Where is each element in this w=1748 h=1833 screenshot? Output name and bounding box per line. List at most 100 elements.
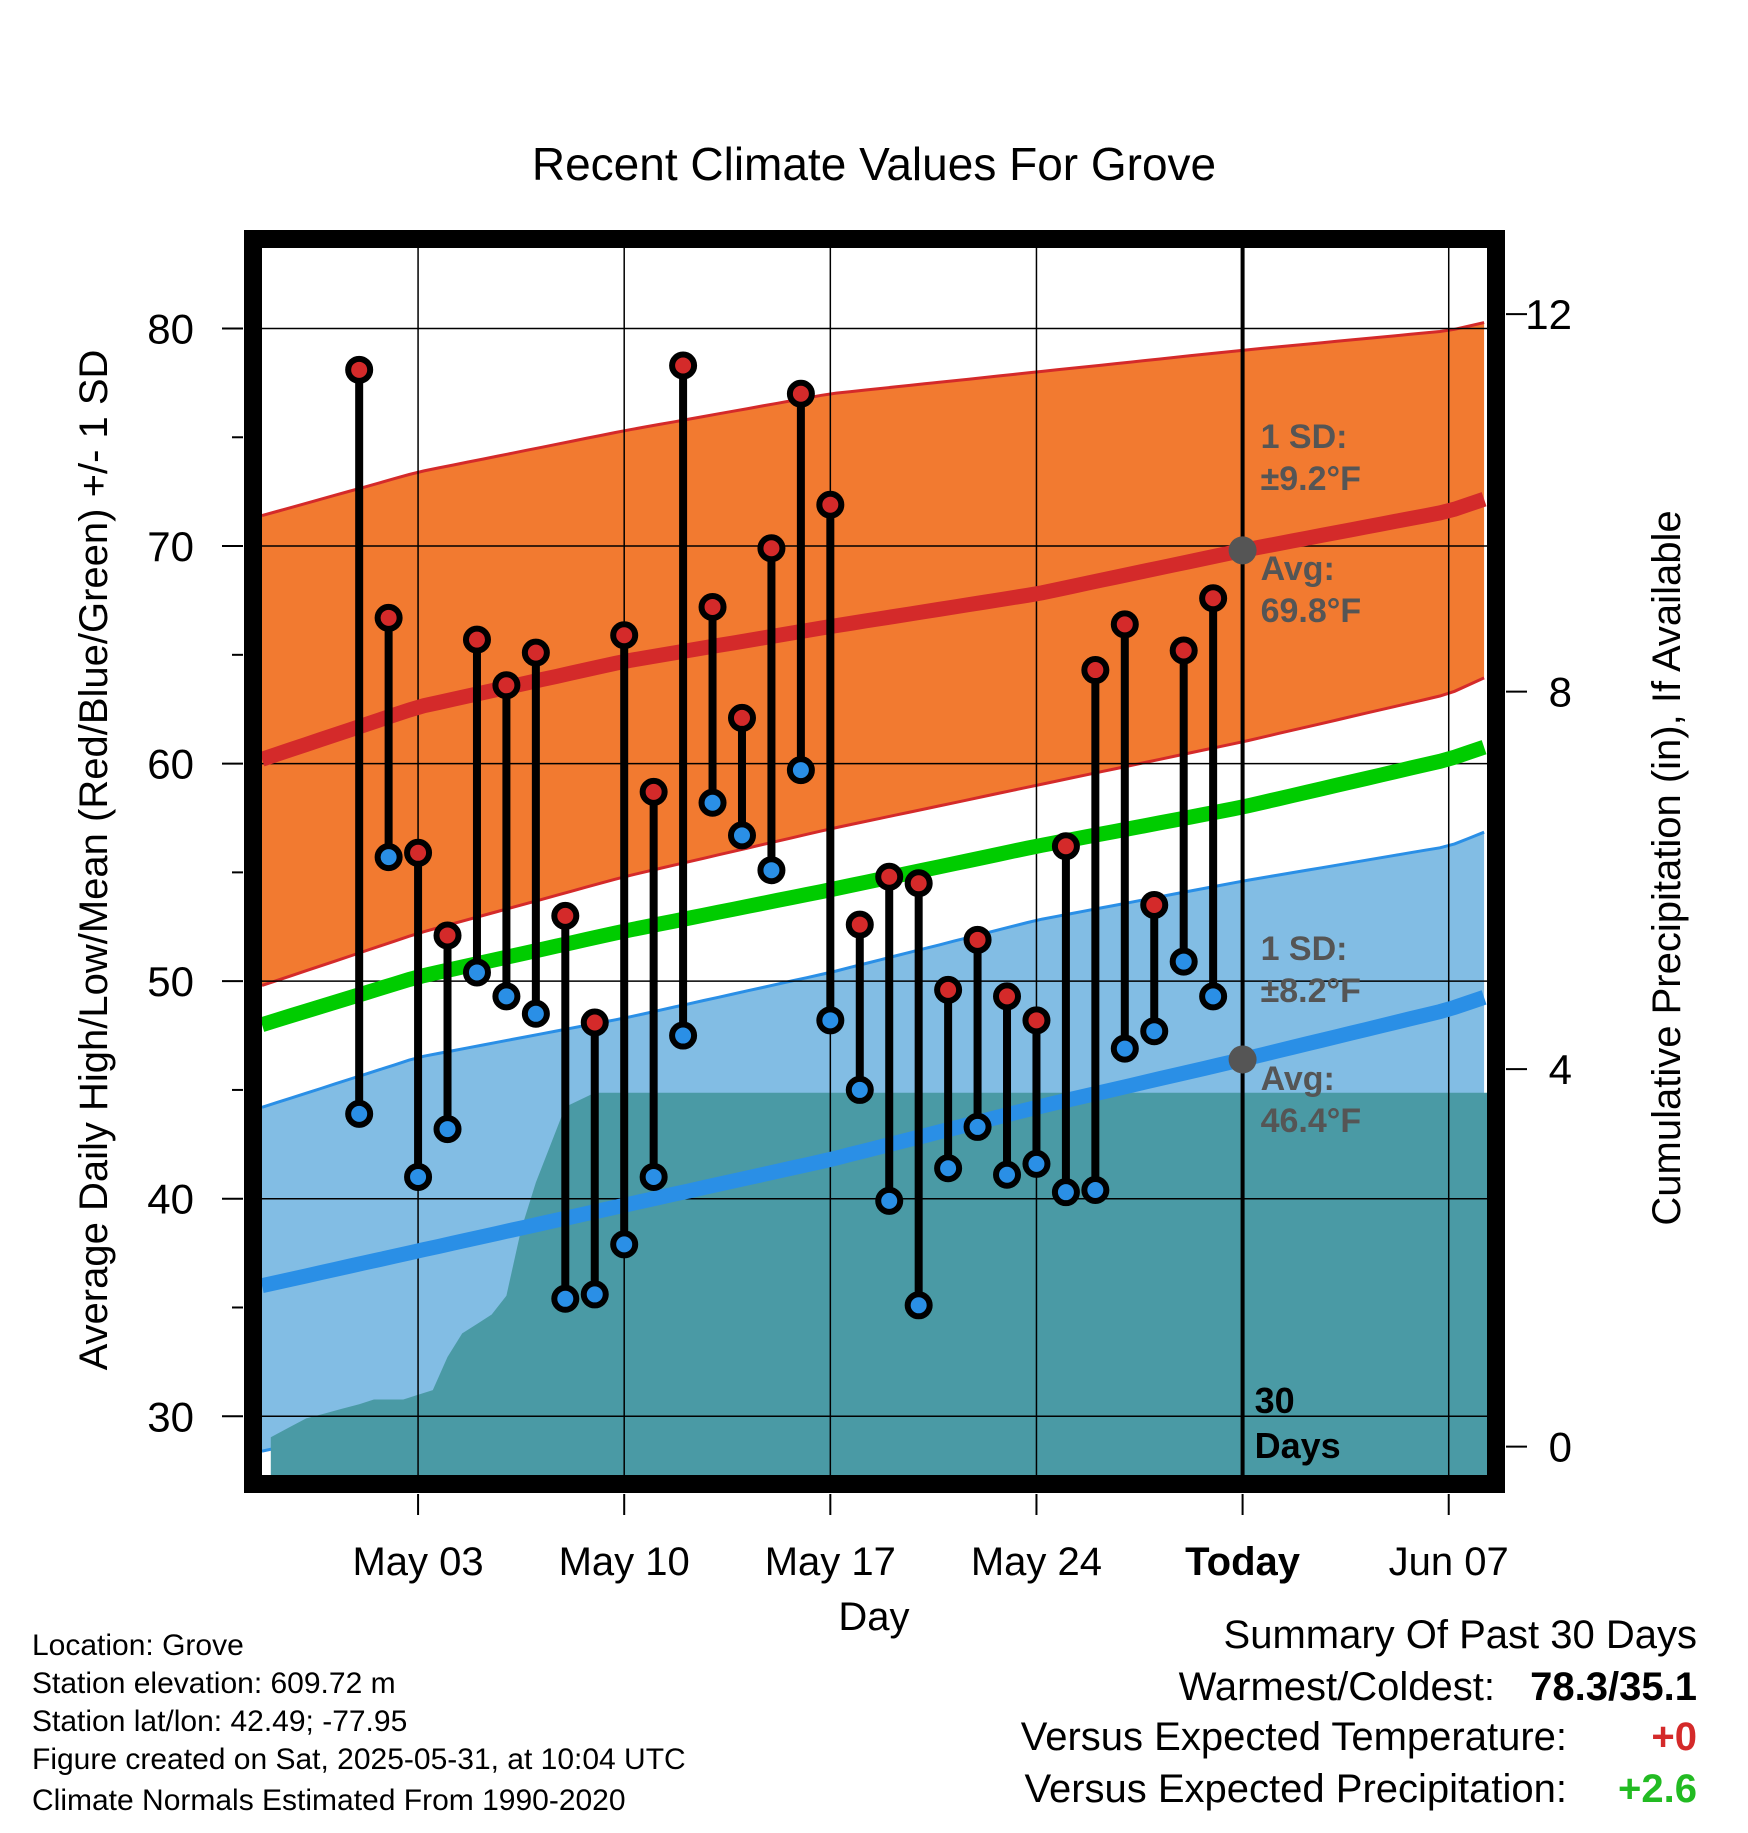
high-point bbox=[727, 703, 756, 732]
y2-tick-label: 0 bbox=[1549, 1424, 1572, 1471]
today-low-avg-marker bbox=[1228, 1045, 1257, 1074]
low-point bbox=[580, 1280, 609, 1309]
high-point bbox=[1199, 584, 1228, 613]
high-point bbox=[1051, 832, 1080, 861]
low-sd-label-line: ±8.2°F bbox=[1261, 972, 1361, 1010]
high-point bbox=[875, 862, 904, 891]
high-point bbox=[433, 921, 462, 950]
high-point bbox=[639, 777, 668, 806]
low-point bbox=[1081, 1176, 1110, 1205]
high-sd-band-upper-edge bbox=[262, 321, 1485, 518]
low-sd-label-line: 1 SD: bbox=[1261, 930, 1348, 968]
summary-precip-value: +2.6 bbox=[1618, 1767, 1697, 1811]
high-point bbox=[786, 379, 815, 408]
low-avg-label-line: Avg: bbox=[1261, 1060, 1335, 1098]
low-sd-band-upper-edge bbox=[262, 830, 1485, 1109]
high-avg-line bbox=[262, 492, 1487, 767]
low-point bbox=[1199, 982, 1228, 1011]
y2-tick-label: 8 bbox=[1549, 669, 1572, 716]
low-point bbox=[669, 1021, 698, 1050]
x-tick-label: May 17 bbox=[765, 1540, 896, 1584]
x-axis-label: Day bbox=[838, 1595, 909, 1639]
high-point bbox=[1140, 891, 1169, 920]
footer-elevation: Station elevation: 609.72 m bbox=[32, 1667, 396, 1700]
summary-temp-value: +0 bbox=[1651, 1715, 1697, 1759]
low-point bbox=[845, 1075, 874, 1104]
today-days-label: Days bbox=[1255, 1425, 1341, 1466]
low-point bbox=[521, 999, 550, 1028]
high-point bbox=[1022, 1006, 1051, 1035]
precip-area bbox=[270, 1092, 1487, 1475]
low-point bbox=[492, 982, 521, 1011]
high-point bbox=[1169, 636, 1198, 665]
low-point bbox=[374, 843, 403, 872]
y-tick-label: 70 bbox=[147, 523, 194, 570]
low-point bbox=[993, 1160, 1022, 1189]
low-point bbox=[1022, 1149, 1051, 1178]
x-tick-label: May 24 bbox=[971, 1540, 1102, 1584]
x-tick-label: Today bbox=[1185, 1540, 1301, 1584]
summary-precip-label: Versus Expected Precipitation: bbox=[1024, 1767, 1567, 1811]
low-point bbox=[786, 756, 815, 785]
low-point bbox=[757, 856, 786, 885]
high-point bbox=[462, 625, 491, 654]
high-point bbox=[492, 671, 521, 700]
low-point bbox=[904, 1291, 933, 1320]
low-point bbox=[345, 1099, 374, 1128]
y-tick-label: 30 bbox=[147, 1393, 194, 1440]
high-point bbox=[404, 838, 433, 867]
high-point bbox=[521, 638, 550, 667]
high-point bbox=[1081, 656, 1110, 685]
summary-title: Summary Of Past 30 Days bbox=[1224, 1613, 1697, 1657]
low-point bbox=[639, 1162, 668, 1191]
low-point bbox=[698, 788, 727, 817]
footer-location: Location: Grove bbox=[32, 1629, 244, 1662]
summary-panel: Summary Of Past 30 Days Warmest/Coldest:… bbox=[1021, 1613, 1697, 1811]
x-tick-label: Jun 07 bbox=[1389, 1540, 1509, 1584]
summary-warm-cold-value: 78.3/35.1 bbox=[1530, 1665, 1697, 1709]
plot-area: 1 SD: ±9.2°F Avg: 69.8°F 1 SD: ±8.2°F Avg: 46.4… bbox=[147, 230, 1572, 1584]
today-high-avg-marker bbox=[1228, 536, 1257, 565]
y-tick-label: 40 bbox=[147, 1176, 194, 1223]
low-point bbox=[462, 958, 491, 987]
footer-normals: Climate Normals Estimated From 1990-2020 bbox=[32, 1784, 626, 1817]
high-sd-label-line: ±9.2°F bbox=[1261, 460, 1361, 498]
footer-created: Figure created on Sat, 2025-05-31, at 10… bbox=[32, 1743, 686, 1776]
y2-tick-label: 12 bbox=[1525, 291, 1572, 338]
low-point bbox=[727, 821, 756, 850]
plot-frame bbox=[244, 230, 1505, 1493]
low-point bbox=[963, 1112, 992, 1141]
chart-title: Recent Climate Values For Grove bbox=[532, 138, 1216, 190]
y2-tick-label: 4 bbox=[1549, 1046, 1572, 1093]
low-point bbox=[433, 1115, 462, 1144]
low-point bbox=[551, 1284, 580, 1313]
low-avg-label-line: 46.4°F bbox=[1261, 1102, 1362, 1140]
high-point bbox=[993, 982, 1022, 1011]
x-tick-label: May 10 bbox=[559, 1540, 690, 1584]
high-point bbox=[551, 901, 580, 930]
high-point bbox=[669, 351, 698, 380]
low-point bbox=[1051, 1178, 1080, 1207]
high-point bbox=[845, 910, 874, 939]
y-axis-label: Average Daily High/Low/Mean (Red/Blue/Gr… bbox=[72, 350, 116, 1371]
y-tick-label: 60 bbox=[147, 741, 194, 788]
y-tick-label: 50 bbox=[147, 958, 194, 1005]
high-avg-label-line: Avg: bbox=[1261, 550, 1335, 588]
high-sd-band bbox=[262, 322, 1485, 986]
y-tick-label: 80 bbox=[147, 305, 194, 352]
high-point bbox=[934, 975, 963, 1004]
summary-warm-cold-label: Warmest/Coldest: bbox=[1179, 1665, 1495, 1709]
high-sd-label-line: 1 SD: bbox=[1261, 418, 1348, 456]
low-point bbox=[404, 1162, 433, 1191]
high-point bbox=[963, 925, 992, 954]
high-point bbox=[904, 869, 933, 898]
high-point bbox=[345, 355, 374, 384]
high-point bbox=[374, 603, 403, 632]
today-days-label: 30 bbox=[1255, 1380, 1295, 1421]
high-point bbox=[580, 1008, 609, 1037]
high-point bbox=[816, 490, 845, 519]
high-point bbox=[698, 592, 727, 621]
high-avg-label-line: 69.8°F bbox=[1261, 592, 1362, 630]
low-point bbox=[1140, 1017, 1169, 1046]
